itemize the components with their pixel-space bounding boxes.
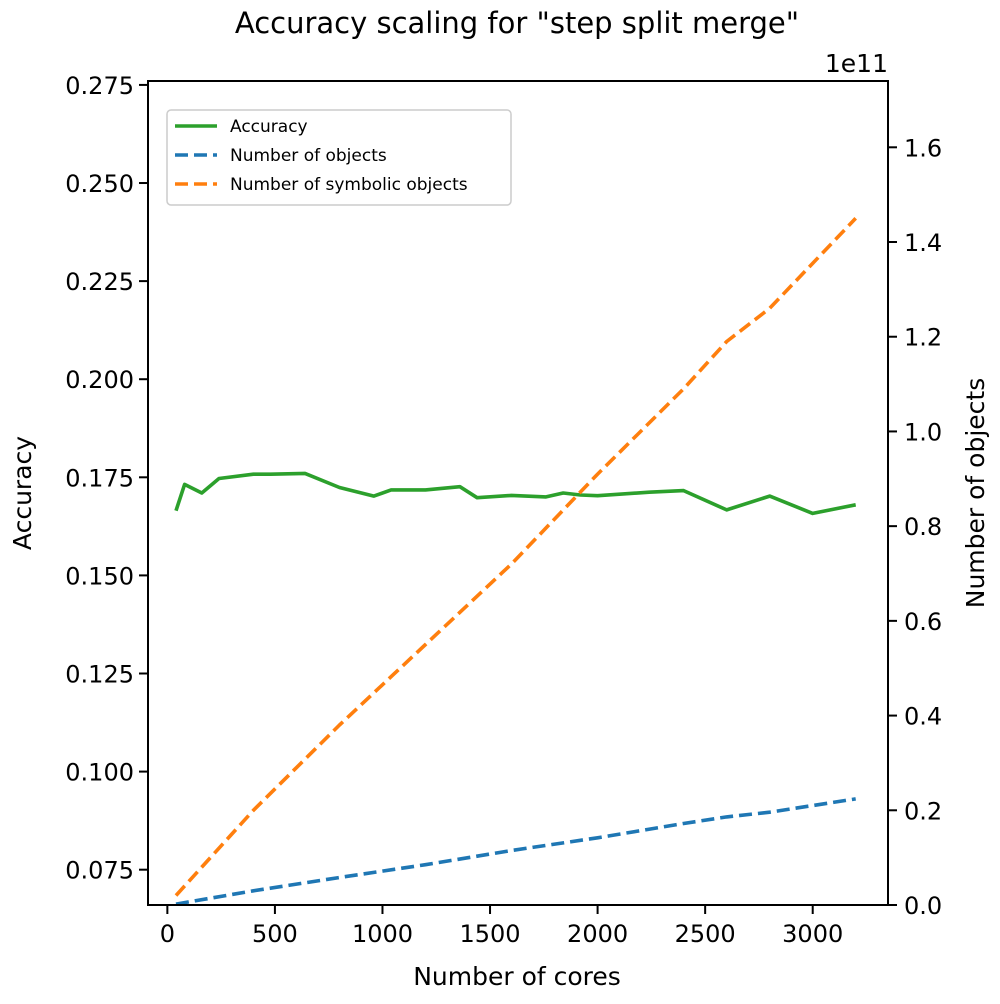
- x-axis-label: Number of cores: [413, 962, 621, 991]
- left-tick-label: 0.200: [65, 366, 134, 394]
- x-tick-label: 1000: [352, 920, 413, 948]
- left-tick-label: 0.100: [65, 759, 134, 787]
- x-tick-label: 500: [252, 920, 298, 948]
- x-tick-label: 2000: [567, 920, 628, 948]
- left-tick-label: 0.150: [65, 562, 134, 590]
- right-tick-label: 1.4: [904, 229, 942, 257]
- right-axis-offset-label: 1e11: [825, 49, 888, 78]
- axes-layer: 0 500 1000 1500 2000 2500 3000 0.075 0.100 0.125 0…: [65, 72, 942, 948]
- right-tick-label: 1.0: [904, 418, 942, 446]
- right-tick-label: 0.4: [904, 703, 942, 731]
- legend-label-2: Number of symbolic objects: [230, 175, 468, 195]
- right-tick-label: 0.6: [904, 608, 942, 636]
- right-tick-label: 1.6: [904, 134, 942, 162]
- plot-frame: [147, 80, 889, 906]
- left-tick-label: 0.225: [65, 268, 134, 296]
- left-tick-label: 0.125: [65, 660, 134, 688]
- x-tick-label: 2500: [675, 920, 736, 948]
- series-line-0: [174, 471, 857, 516]
- left-tick-label: 0.250: [65, 170, 134, 198]
- x-tick-label: 1500: [459, 920, 520, 948]
- left-tick-label: 0.075: [65, 857, 134, 885]
- legend: Accuracy Number of objects Number of symbo…: [166, 109, 512, 206]
- x-tick-label: 3000: [782, 920, 843, 948]
- right-tick-label: 0.2: [904, 797, 942, 825]
- legend-frame: [166, 109, 512, 206]
- left-tick-label: 0.275: [65, 72, 134, 100]
- x-tick-label: 0: [160, 920, 175, 948]
- right-tick-label: 1.2: [904, 324, 942, 352]
- left-y-axis-label: Accuracy: [8, 436, 37, 550]
- plot-layer: [174, 217, 858, 906]
- chart-title: Accuracy scaling for "step split merge": [235, 6, 799, 40]
- right-tick-label: 0.8: [904, 513, 942, 541]
- legend-label-0: Accuracy: [230, 117, 308, 137]
- left-tick-label: 0.175: [65, 464, 134, 492]
- series-line-1: [175, 797, 856, 906]
- legend-label-1: Number of objects: [230, 146, 387, 166]
- right-y-axis-label: Number of objects: [961, 378, 990, 608]
- series-line-2: [174, 217, 858, 897]
- right-tick-label: 0.0: [904, 892, 942, 920]
